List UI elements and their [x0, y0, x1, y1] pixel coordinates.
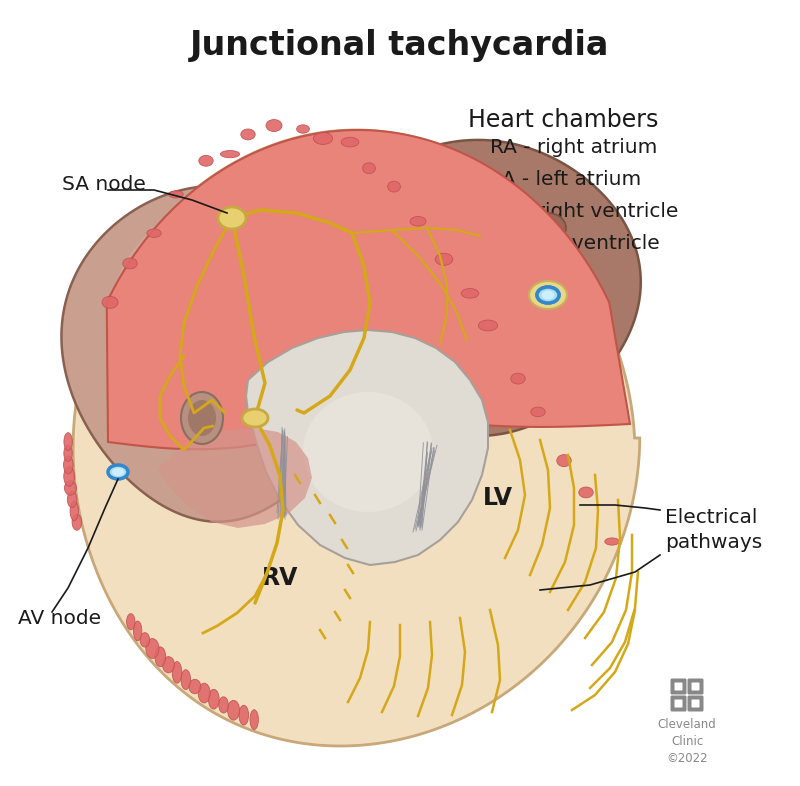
Ellipse shape: [239, 705, 249, 725]
Ellipse shape: [484, 188, 526, 222]
Text: SA node: SA node: [62, 175, 146, 194]
Ellipse shape: [529, 281, 567, 309]
FancyBboxPatch shape: [674, 682, 682, 690]
Ellipse shape: [218, 697, 228, 713]
Ellipse shape: [172, 662, 182, 683]
Polygon shape: [73, 130, 640, 746]
Polygon shape: [106, 130, 630, 450]
Ellipse shape: [63, 456, 73, 474]
Ellipse shape: [198, 683, 210, 703]
Ellipse shape: [388, 182, 400, 192]
FancyBboxPatch shape: [670, 696, 686, 711]
Ellipse shape: [605, 538, 619, 545]
FancyBboxPatch shape: [691, 682, 699, 690]
Ellipse shape: [155, 647, 166, 667]
Ellipse shape: [578, 487, 594, 498]
Ellipse shape: [410, 216, 426, 226]
Text: LA: LA: [431, 323, 465, 347]
Ellipse shape: [188, 400, 216, 436]
Text: RV - right ventricle: RV - right ventricle: [490, 202, 678, 221]
Ellipse shape: [511, 373, 526, 384]
Ellipse shape: [218, 207, 246, 229]
FancyBboxPatch shape: [687, 696, 703, 711]
Ellipse shape: [314, 133, 333, 145]
Ellipse shape: [126, 614, 135, 630]
Text: Heart chambers: Heart chambers: [468, 108, 658, 132]
Ellipse shape: [181, 392, 223, 444]
Ellipse shape: [112, 468, 124, 476]
Ellipse shape: [297, 125, 310, 133]
FancyBboxPatch shape: [670, 678, 686, 695]
Ellipse shape: [429, 202, 467, 234]
Text: Electrical
pathways: Electrical pathways: [665, 508, 762, 552]
Ellipse shape: [303, 392, 433, 512]
Ellipse shape: [70, 501, 78, 521]
Ellipse shape: [208, 689, 219, 709]
Polygon shape: [246, 330, 488, 565]
Ellipse shape: [67, 491, 77, 508]
Ellipse shape: [102, 296, 118, 308]
Ellipse shape: [65, 481, 77, 495]
Ellipse shape: [241, 129, 255, 140]
Text: RV: RV: [262, 566, 298, 590]
Ellipse shape: [181, 670, 190, 689]
Polygon shape: [315, 140, 641, 436]
Text: Junctional tachycardia: Junctional tachycardia: [190, 28, 610, 61]
Ellipse shape: [123, 258, 138, 269]
Ellipse shape: [169, 191, 183, 198]
Ellipse shape: [146, 638, 159, 659]
FancyBboxPatch shape: [691, 700, 699, 707]
Ellipse shape: [64, 467, 74, 487]
Text: RA: RA: [170, 343, 206, 367]
FancyBboxPatch shape: [687, 678, 703, 695]
FancyBboxPatch shape: [674, 700, 682, 707]
Ellipse shape: [362, 163, 375, 174]
Ellipse shape: [461, 288, 478, 298]
Text: Cleveland
Clinic
©2022: Cleveland Clinic ©2022: [658, 718, 716, 765]
Ellipse shape: [189, 679, 201, 694]
Ellipse shape: [341, 138, 358, 147]
Text: AV node: AV node: [18, 608, 101, 627]
Ellipse shape: [140, 633, 150, 647]
Ellipse shape: [221, 150, 240, 158]
Ellipse shape: [199, 156, 213, 166]
Ellipse shape: [530, 213, 566, 243]
Text: LV - left ventricle: LV - left ventricle: [490, 234, 660, 253]
Ellipse shape: [531, 407, 546, 417]
Ellipse shape: [64, 432, 72, 450]
Ellipse shape: [250, 710, 258, 729]
Ellipse shape: [242, 409, 268, 427]
Polygon shape: [62, 185, 374, 522]
Ellipse shape: [537, 287, 559, 303]
Text: RA - right atrium: RA - right atrium: [490, 138, 658, 157]
Ellipse shape: [110, 208, 317, 435]
Ellipse shape: [108, 465, 128, 479]
Ellipse shape: [162, 656, 174, 673]
Ellipse shape: [478, 320, 498, 331]
Polygon shape: [158, 428, 312, 528]
Ellipse shape: [542, 291, 554, 299]
Text: LA - left atrium: LA - left atrium: [490, 170, 642, 189]
Ellipse shape: [557, 454, 571, 467]
Ellipse shape: [134, 621, 142, 641]
Ellipse shape: [147, 229, 161, 237]
Text: LV: LV: [483, 486, 513, 510]
Ellipse shape: [266, 119, 282, 131]
Ellipse shape: [227, 700, 239, 720]
Ellipse shape: [64, 445, 72, 461]
Ellipse shape: [72, 514, 82, 531]
Ellipse shape: [435, 253, 453, 266]
Ellipse shape: [408, 234, 548, 360]
